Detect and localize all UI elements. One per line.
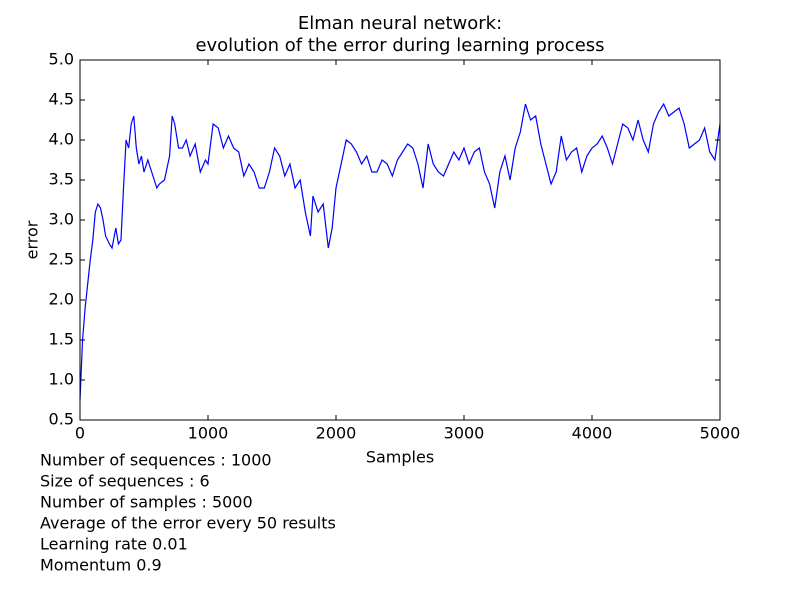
- y-tick-label: 4.5: [49, 90, 74, 109]
- x-tick-label: 3000: [444, 424, 485, 443]
- y-tick-label: 2.0: [49, 290, 74, 309]
- chart-title: Elman neural network:: [298, 13, 502, 34]
- y-tick-label: 1.5: [49, 330, 74, 349]
- y-axis-label: error: [23, 220, 42, 259]
- annotation: Average of the error every 50 results: [40, 514, 336, 533]
- y-tick-label: 0.5: [49, 410, 74, 429]
- x-tick-label: 2000: [316, 424, 357, 443]
- x-tick-label: 1000: [188, 424, 229, 443]
- annotation: Learning rate 0.01: [40, 535, 188, 554]
- annotation: Momentum 0.9: [40, 556, 162, 575]
- y-tick-label: 4.0: [49, 130, 74, 149]
- annotation: Size of sequences : 6: [40, 472, 210, 491]
- y-tick-label: 3.5: [49, 170, 74, 189]
- y-tick-label: 2.5: [49, 250, 74, 269]
- x-tick-label: 0: [75, 424, 85, 443]
- annotation: Number of samples : 5000: [40, 493, 253, 512]
- y-tick-label: 3.0: [49, 210, 74, 229]
- chart-title: evolution of the error during learning p…: [195, 35, 604, 56]
- x-tick-label: 4000: [572, 424, 613, 443]
- plot-frame: [79, 59, 721, 421]
- y-tick-label: 1.0: [49, 370, 74, 389]
- data-line: [79, 102, 721, 401]
- x-tick-label: 5000: [700, 424, 741, 443]
- annotation: Number of sequences : 1000: [40, 451, 272, 470]
- x-axis-label: Samples: [366, 448, 434, 467]
- y-tick-label: 5.0: [49, 50, 74, 69]
